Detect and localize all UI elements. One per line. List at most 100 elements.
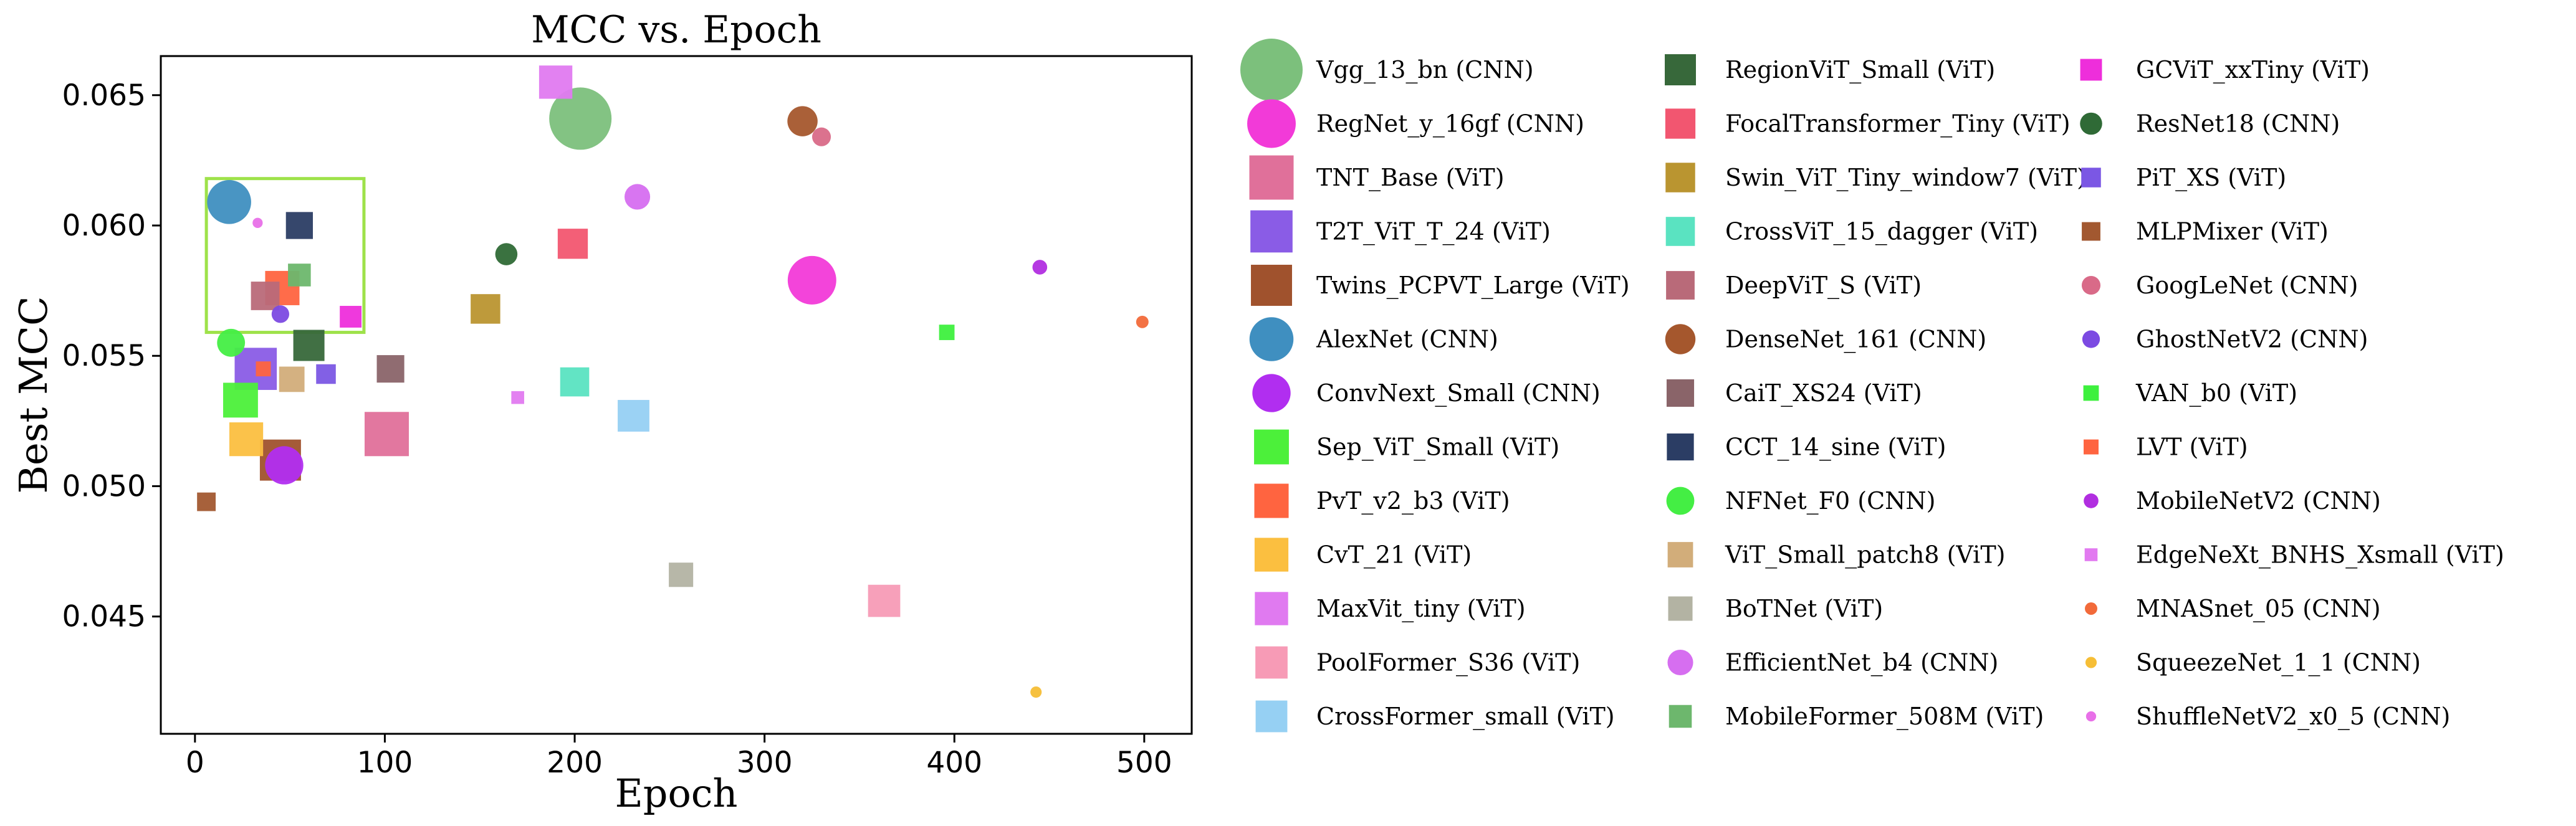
gcvit-xxtiny-vit-point [340, 306, 362, 328]
legend-marker-deepvit-s-vit [1666, 271, 1695, 300]
legend-label: ConvNext_Small (CNN) [1316, 379, 1601, 407]
legend-marker-densenet-161-cnn [1665, 324, 1696, 354]
legend-marker-maxvit-tiny-vit [1255, 592, 1288, 625]
legend-label: MNASnet_05 (CNN) [2136, 595, 2381, 623]
regnet-y-16gf-cnn-point [787, 255, 836, 305]
sep-vit-small-vit-point [223, 382, 258, 418]
legend-item-ghostnetv2-cnn: GhostNetV2 (CNN) [2082, 326, 2368, 353]
legend-label: GoogLeNet (CNN) [2136, 272, 2358, 299]
mobilenetv2-cnn-point [1032, 260, 1048, 275]
axis-ticks: 0 100 200 300 400 500 0.045 0.050 0.055 0.060 0.06… [62, 78, 1172, 780]
legend-marker-mnasnet-05-cnn [2085, 602, 2097, 615]
x-axis-label: Epoch [615, 771, 738, 816]
legend-marker-shufflenetv2-x0-5-cnn [2085, 711, 2097, 722]
legend-item-mlpmixer-vit: MLPMixer (ViT) [2082, 218, 2329, 245]
legend-label: PiT_XS (ViT) [2136, 164, 2286, 192]
legend-label: CrossViT_15_dagger (ViT) [1725, 218, 2038, 246]
legend-item-gcvit-xxtiny-vit: GCViT_xxTiny (ViT) [2080, 56, 2370, 84]
crossformer-small-vit-point [618, 400, 649, 432]
legend-label: LVT (ViT) [2136, 434, 2248, 461]
legend-marker-resnet18-cnn [2080, 112, 2102, 135]
legend-label: RegNet_y_16gf (CNN) [1316, 110, 1584, 138]
legend-item-cct-14-sine-vit: CCT_14_sine (ViT) [1667, 434, 1946, 462]
legend-marker-googlenet-cnn [2081, 275, 2101, 295]
poolformer-s36-vit-point [868, 584, 901, 617]
legend-marker-poolformer-s36-vit [1255, 646, 1288, 679]
x-tick-label: 500 [1116, 746, 1172, 780]
legend-label: FocalTransformer_Tiny (ViT) [1725, 110, 2071, 138]
lvt-vit-point [256, 361, 271, 377]
shufflenetv2-x0-5-cnn-point [252, 217, 263, 228]
googlenet-cnn-point [812, 127, 831, 146]
legend-label: RegionViT_Small (ViT) [1725, 56, 1995, 84]
legend-label: BoTNet (ViT) [1725, 595, 1883, 622]
van-b0-vit-point [939, 325, 955, 340]
cait-xs24-vit-point [376, 355, 405, 383]
legend-marker-regnet-y-16gf-cnn [1247, 99, 1296, 148]
legend-label: Twins_PCPVT_Large (ViT) [1316, 272, 1630, 300]
resnet18-cnn-point [495, 243, 518, 265]
legend-item-crossvit-15-dagger-vit: CrossViT_15_dagger (ViT) [1665, 217, 2038, 246]
convnext-small-cnn-point [265, 446, 304, 485]
legend-item-mobileformer-508m-vit: MobileFormer_508M (ViT) [1669, 703, 2044, 731]
legend-item-cvt-21-vit: CvT_21 (ViT) [1254, 538, 1472, 572]
legend-label: EfficientNet_b4 (CNN) [1725, 649, 1998, 677]
legend-item-tnt-base-vit: TNT_Base (ViT) [1249, 155, 1505, 200]
legend-marker-ghostnetv2-cnn [2082, 330, 2100, 348]
legend-item-t2t-vit-t-24-vit: T2T_ViT_T_24 (ViT) [1250, 210, 1551, 253]
legend-item-squeezenet-1-1-cnn: SqueezeNet_1_1 (CNN) [2085, 649, 2421, 677]
legend-item-pvt-v2-b3-vit: PvT_v2_b3 (ViT) [1254, 483, 1510, 518]
alexnet-cnn-point [207, 180, 251, 224]
legend-marker-gcvit-xxtiny-vit [2080, 59, 2102, 81]
botnet-vit-point [669, 563, 694, 587]
legend-marker-focaltransformer-tiny-vit [1665, 108, 1696, 139]
vgg-13-bn-cnn-point [549, 87, 612, 150]
legend-marker-pvt-v2-b3-vit [1254, 483, 1289, 518]
nfnet-f0-cnn-point [217, 328, 246, 357]
legend-label: ResNet18 (CNN) [2136, 110, 2340, 138]
legend-marker-convnext-small-cnn [1252, 374, 1291, 412]
legend-marker-crossformer-small-vit [1255, 700, 1288, 733]
edgenext-bnhs-xsmall-vit-point [511, 391, 524, 404]
legend-item-swin-vit-tiny-window7-vit: Swin_ViT_Tiny_window7 (ViT) [1665, 163, 2086, 192]
legend-label: DenseNet_161 (CNN) [1725, 326, 1986, 354]
legend-label: EdgeNeXt_BNHS_Xsmall (ViT) [2136, 541, 2504, 569]
y-tick-label: 0.060 [62, 209, 146, 243]
highlight-layer [204, 177, 366, 335]
legend-marker-vgg-13-bn-cnn [1240, 39, 1303, 101]
cct-14-sine-vit-point [285, 212, 314, 239]
legend-item-deepvit-s-vit: DeepViT_S (ViT) [1666, 271, 1922, 300]
legend-item-crossformer-small-vit: CrossFormer_small (ViT) [1255, 700, 1615, 733]
legend-item-edgenext-bnhs-xsmall-vit: EdgeNeXt_BNHS_Xsmall (ViT) [2084, 541, 2504, 569]
legend-marker-lvt-vit [2084, 439, 2099, 455]
ghostnetv2-cnn-point [271, 305, 290, 323]
legend-label: NFNet_F0 (CNN) [1725, 487, 1935, 515]
plot-area-frame [160, 55, 1193, 735]
legend-marker-pit-xs-vit [2081, 168, 2101, 188]
legend-item-botnet-vit: BoTNet (ViT) [1668, 595, 1883, 622]
tnt-base-vit-point [364, 412, 409, 457]
crossvit-15-dagger-vit-point [560, 367, 590, 397]
legend-marker-mobileformer-508m-vit [1669, 705, 1692, 728]
legend-marker-alexnet-cnn [1249, 317, 1294, 361]
legend-item-convnext-small-cnn: ConvNext_Small (CNN) [1252, 374, 1601, 412]
legend-item-densenet-161-cnn: DenseNet_161 (CNN) [1665, 324, 1986, 354]
legend-item-focaltransformer-tiny-vit: FocalTransformer_Tiny (ViT) [1665, 108, 2071, 139]
legend-item-googlenet-cnn: GoogLeNet (CNN) [2081, 272, 2358, 299]
legend-marker-regionvit-small-vit [1665, 54, 1696, 85]
legend: Vgg_13_bn (CNN) RegNet_y_16gf (CNN) TNT_Ba… [1240, 39, 2504, 733]
legend-label: MobileNetV2 (CNN) [2136, 487, 2381, 515]
legend-item-twins-pcpvt-large-vit: Twins_PCPVT_Large (ViT) [1251, 265, 1630, 306]
legend-label: GCViT_xxTiny (ViT) [2136, 56, 2370, 84]
y-tick-label: 0.065 [62, 78, 146, 113]
efficientnet-b4-cnn-point [624, 184, 651, 210]
swin-vit-tiny-window7-vit-point [471, 294, 500, 324]
deepvit-s-vit-point [251, 282, 280, 310]
legend-label: MaxVit_tiny (ViT) [1316, 595, 1526, 623]
mnasnet-05-cnn-point [1136, 315, 1149, 328]
legend-marker-edgenext-bnhs-xsmall-vit [2084, 548, 2098, 561]
legend-label: CvT_21 (ViT) [1316, 541, 1472, 569]
legend-label: MLPMixer (ViT) [2136, 218, 2329, 245]
x-tick-label: 200 [547, 746, 603, 780]
x-tick-label: 0 [186, 746, 204, 780]
